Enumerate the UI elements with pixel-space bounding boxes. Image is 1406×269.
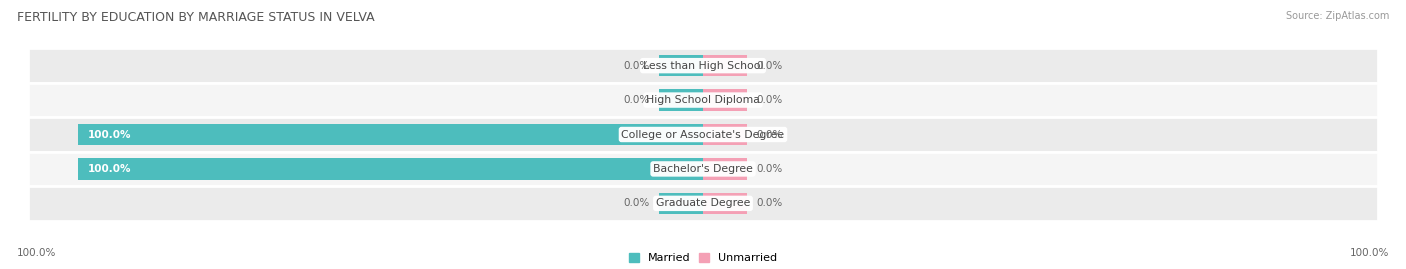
- Bar: [79, 124, 703, 145]
- Text: FERTILITY BY EDUCATION BY MARRIAGE STATUS IN VELVA: FERTILITY BY EDUCATION BY MARRIAGE STATU…: [17, 11, 374, 24]
- Text: 100.0%: 100.0%: [87, 164, 131, 174]
- Bar: [703, 193, 747, 214]
- Text: 0.0%: 0.0%: [756, 129, 782, 140]
- Bar: [28, 186, 1378, 221]
- Text: 0.0%: 0.0%: [756, 61, 782, 71]
- Bar: [703, 124, 747, 145]
- Bar: [28, 83, 1378, 117]
- Text: Graduate Degree: Graduate Degree: [655, 198, 751, 208]
- Bar: [659, 89, 703, 111]
- Text: Source: ZipAtlas.com: Source: ZipAtlas.com: [1285, 11, 1389, 21]
- Text: 0.0%: 0.0%: [756, 198, 782, 208]
- Bar: [659, 55, 703, 76]
- Text: 100.0%: 100.0%: [17, 248, 56, 258]
- Text: 0.0%: 0.0%: [624, 95, 650, 105]
- Bar: [703, 55, 747, 76]
- Text: 100.0%: 100.0%: [87, 129, 131, 140]
- Text: 0.0%: 0.0%: [756, 164, 782, 174]
- Bar: [659, 193, 703, 214]
- Text: High School Diploma: High School Diploma: [647, 95, 759, 105]
- Text: 100.0%: 100.0%: [1350, 248, 1389, 258]
- Text: 0.0%: 0.0%: [624, 61, 650, 71]
- Bar: [703, 158, 747, 180]
- Text: 0.0%: 0.0%: [756, 95, 782, 105]
- Text: 0.0%: 0.0%: [624, 198, 650, 208]
- Bar: [703, 89, 747, 111]
- Text: College or Associate's Degree: College or Associate's Degree: [621, 129, 785, 140]
- Bar: [28, 117, 1378, 152]
- Text: Bachelor's Degree: Bachelor's Degree: [652, 164, 754, 174]
- Bar: [79, 158, 703, 180]
- Bar: [28, 152, 1378, 186]
- Bar: [28, 48, 1378, 83]
- Text: Less than High School: Less than High School: [643, 61, 763, 71]
- Legend: Married, Unmarried: Married, Unmarried: [630, 253, 776, 263]
